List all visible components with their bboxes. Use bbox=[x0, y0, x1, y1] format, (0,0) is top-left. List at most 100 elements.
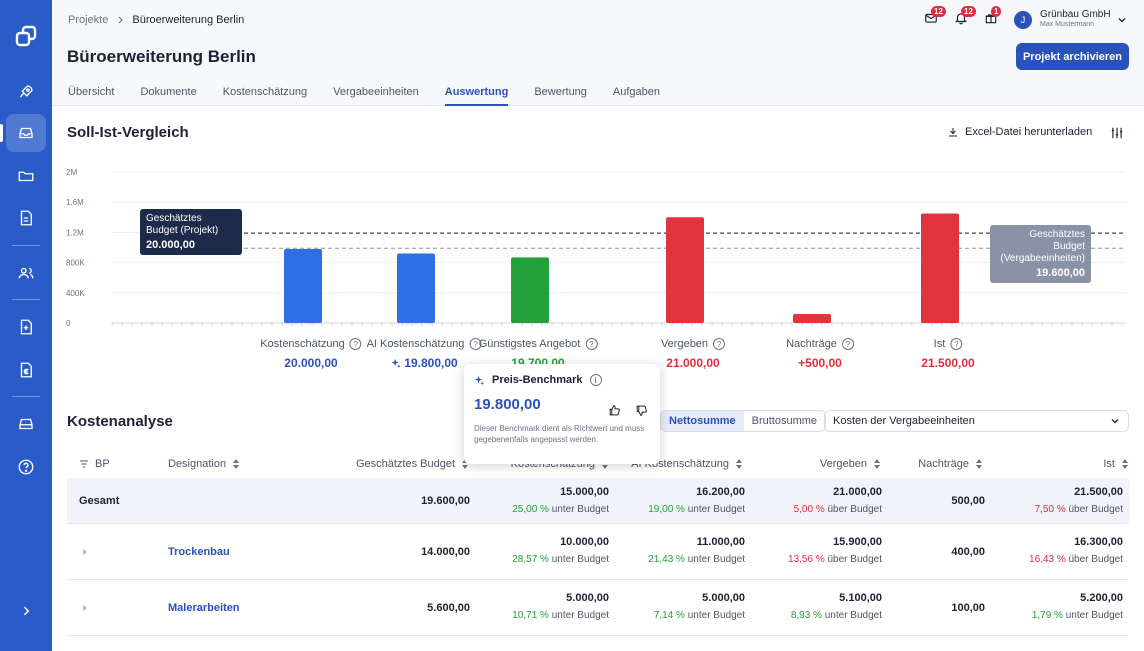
tab-award-units[interactable]: Vergabeeinheiten bbox=[333, 86, 419, 98]
breadcrumb-current: Büroerweiterung Berlin bbox=[132, 14, 245, 26]
category-nachtr-ge: Nachträge? +500,00 bbox=[786, 338, 854, 370]
info-icon[interactable]: i bbox=[589, 374, 602, 386]
sidebar-expand-button[interactable] bbox=[6, 592, 46, 630]
archive-tray-icon bbox=[19, 418, 33, 430]
category-kostensch-tzung: Kostenschätzung? 20.000,00 bbox=[260, 338, 362, 370]
thumbs-down-icon[interactable] bbox=[635, 404, 648, 417]
budget-units-label: Geschätztes Budget (Vergabeeinheiten) bbox=[1000, 229, 1085, 264]
cost-source-select[interactable]: Kosten der Vergabeeinheiten bbox=[824, 410, 1129, 432]
chevron-right-icon[interactable] bbox=[81, 604, 89, 612]
y-tick-label: 1.2M bbox=[66, 228, 84, 237]
tab-rating[interactable]: Bewertung bbox=[534, 86, 587, 98]
sidebar-item-add-document[interactable] bbox=[6, 308, 46, 346]
category-value-text: 21.000,00 bbox=[666, 356, 720, 370]
sidebar-item-launch[interactable] bbox=[6, 73, 46, 111]
sidebar-item-invoices[interactable] bbox=[6, 351, 46, 389]
popover-description: Dieser Benchmark dient als Richtwert und… bbox=[474, 424, 645, 444]
sort-icon bbox=[1122, 459, 1128, 469]
budget-project-label: Geschätztes Budget (Projekt) bbox=[146, 213, 219, 236]
thumbs-up-icon[interactable] bbox=[608, 404, 621, 417]
bar-kostensch-tzung bbox=[284, 249, 322, 323]
toggle-gross-button[interactable]: Bruttosumme bbox=[751, 415, 818, 427]
bar-nachtr-ge bbox=[793, 313, 831, 323]
column-budget[interactable]: Geschätztes Budget bbox=[356, 458, 469, 470]
category-label-text: AI Kostenschätzung bbox=[366, 338, 465, 350]
row-estimate: 5.000,00 10,71 % unter Budget bbox=[512, 592, 609, 621]
category-label: Günstigstes Angebot? bbox=[479, 338, 598, 350]
category-value: 21.500,00 bbox=[921, 356, 974, 370]
gift-badge: 1 bbox=[991, 6, 1002, 17]
archive-project-button[interactable]: Projekt archivieren bbox=[1016, 43, 1129, 70]
table-row[interactable]: Trockenbau 14.000,00 10.000,00 28,57 % u… bbox=[67, 524, 1129, 580]
total-estimate: 15.000,00 25,00 % unter Budget bbox=[512, 486, 609, 515]
column-actual-label: Ist bbox=[1103, 458, 1115, 470]
category-ai-kostensch-tzung: AI Kostenschätzung? 19.800,00 bbox=[367, 338, 482, 370]
help-icon[interactable]: ? bbox=[349, 338, 362, 350]
gift-button[interactable]: 1 bbox=[984, 6, 1002, 27]
category-label-text: Kostenschätzung bbox=[260, 338, 345, 350]
sidebar bbox=[0, 0, 52, 651]
sparkle-icon bbox=[474, 375, 485, 385]
sidebar-item-documents[interactable] bbox=[6, 199, 46, 237]
total-actual: 21.500,00 7,50 % über Budget bbox=[1034, 486, 1123, 515]
column-actual[interactable]: Ist bbox=[1103, 458, 1129, 470]
category-label-text: Günstigstes Angebot bbox=[478, 338, 581, 350]
column-designation-label: Designation bbox=[168, 458, 227, 470]
total-label: Gesamt bbox=[79, 495, 120, 507]
column-awarded[interactable]: Vergeben bbox=[820, 458, 881, 470]
excel-download-button[interactable]: Excel-Datei herunterladen bbox=[947, 126, 1092, 138]
help-icon[interactable]: ? bbox=[469, 338, 482, 350]
comparison-chart: 0 400K 800K 1.2M 1.6M 2M bbox=[66, 168, 1126, 328]
category-label: AI Kostenschätzung? bbox=[367, 338, 482, 350]
y-tick-label: 800K bbox=[66, 259, 85, 268]
sliders-icon[interactable] bbox=[1110, 126, 1124, 140]
chevron-down-icon bbox=[1111, 419, 1119, 424]
y-tick-label: 0 bbox=[66, 319, 71, 328]
bar-ai-kostensch-tzung bbox=[397, 253, 435, 323]
app-logo-icon[interactable] bbox=[14, 24, 38, 48]
sidebar-item-folders[interactable] bbox=[6, 157, 46, 195]
column-supplements[interactable]: Nachträge bbox=[918, 458, 983, 470]
category-label-text: Vergeben bbox=[660, 338, 709, 350]
help-icon[interactable]: ? bbox=[585, 338, 598, 350]
bar-vergeben bbox=[666, 217, 704, 323]
toggle-net-button[interactable]: Nettosumme bbox=[661, 411, 744, 431]
tab-documents[interactable]: Dokumente bbox=[140, 86, 197, 98]
sidebar-item-inbox[interactable] bbox=[6, 114, 46, 152]
help-icon[interactable]: ? bbox=[841, 338, 854, 350]
category-value-text: 20.000,00 bbox=[284, 356, 338, 370]
row-supplements: 400,00 bbox=[951, 546, 985, 558]
bar-g-nstigstes-angebot bbox=[511, 257, 549, 323]
breadcrumb-parent[interactable]: Projekte bbox=[68, 14, 109, 26]
tab-overview[interactable]: Übersicht bbox=[68, 86, 115, 98]
notifications-button[interactable]: 12 bbox=[954, 6, 976, 27]
category-value-text: +500,00 bbox=[798, 356, 842, 370]
mail-badge: 12 bbox=[931, 6, 946, 17]
chevron-right-icon[interactable] bbox=[81, 548, 89, 556]
tab-tasks[interactable]: Aufgaben bbox=[612, 86, 661, 98]
tab-evaluation[interactable]: Auswertung bbox=[444, 86, 509, 106]
mail-button[interactable]: 12 bbox=[924, 6, 946, 27]
help-icon bbox=[18, 459, 34, 475]
sidebar-item-archive[interactable] bbox=[6, 405, 46, 443]
column-bp[interactable]: BP bbox=[79, 458, 110, 470]
sparkle-icon bbox=[391, 358, 401, 368]
account-menu[interactable]: J Grünbau GmbH Max Mustermann bbox=[1014, 10, 1127, 30]
row-designation: Malerarbeiten bbox=[168, 602, 240, 614]
help-icon[interactable]: ? bbox=[950, 338, 963, 350]
sidebar-item-help[interactable] bbox=[6, 448, 46, 486]
sort-icon bbox=[976, 459, 982, 469]
column-designation[interactable]: Designation bbox=[168, 458, 240, 470]
page-title: Büroerweiterung Berlin bbox=[67, 47, 256, 66]
row-supplements: 100,00 bbox=[951, 602, 985, 614]
tab-cost-estimate[interactable]: Kostenschätzung bbox=[222, 86, 308, 98]
help-icon[interactable]: ? bbox=[713, 338, 726, 350]
table-row[interactable]: Malerarbeiten 5.600,00 5.000,00 10,71 % … bbox=[67, 580, 1129, 636]
sidebar-divider bbox=[12, 245, 40, 246]
sidebar-item-users[interactable] bbox=[6, 254, 46, 292]
category-label: Ist? bbox=[921, 338, 974, 350]
category-value-text: 19.800,00 bbox=[404, 356, 458, 370]
category-vergeben: Vergeben? 21.000,00 bbox=[660, 338, 726, 370]
chevron-down-icon bbox=[1118, 18, 1126, 23]
sum-toggle: Nettosumme Bruttosumme bbox=[660, 410, 827, 432]
